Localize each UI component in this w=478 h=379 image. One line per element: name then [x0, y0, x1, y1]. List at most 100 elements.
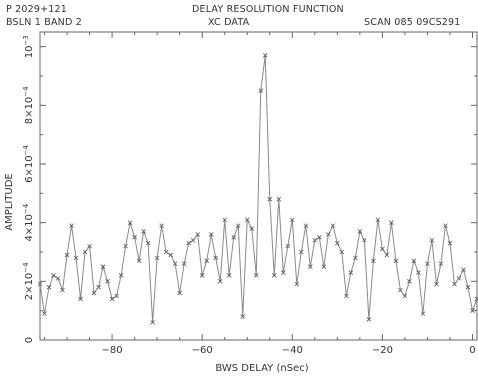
data-point	[335, 240, 340, 246]
data-point	[398, 287, 403, 293]
data-point	[339, 249, 345, 255]
data-point	[389, 220, 394, 225]
data-point	[425, 261, 430, 267]
data-point	[353, 255, 358, 261]
data-point	[217, 279, 223, 284]
data-point	[326, 232, 331, 237]
data-point	[141, 229, 146, 234]
data-point	[190, 237, 196, 243]
data-point	[258, 88, 264, 93]
data-point	[380, 246, 385, 252]
data-point	[244, 217, 250, 223]
data-point	[249, 226, 255, 231]
y-tick-label: 6×10−4	[22, 145, 35, 183]
data-point	[118, 273, 124, 278]
plot-frame	[39, 31, 478, 341]
amplitude-series	[37, 53, 478, 325]
source-name: P 2029+121	[6, 4, 67, 15]
data-point	[186, 240, 191, 246]
data-point	[362, 237, 367, 243]
data-point	[344, 293, 349, 299]
data-point	[204, 258, 209, 264]
data-point	[280, 270, 286, 275]
y-tick-label: 10−3	[22, 35, 35, 58]
data-point	[276, 196, 282, 202]
data-point	[470, 308, 475, 313]
data-point	[267, 196, 273, 202]
data-point	[262, 53, 268, 58]
baseline-band: BSLN 1 BAND 2	[6, 17, 82, 28]
data-point	[181, 261, 187, 267]
data-point	[46, 284, 52, 290]
data-point	[91, 290, 97, 296]
data-point	[235, 223, 241, 228]
data-point	[73, 255, 79, 261]
data-point	[308, 264, 313, 269]
data-point	[443, 223, 448, 228]
x-tick-label: −20	[372, 345, 393, 356]
amplitude-line	[39, 55, 478, 323]
data-point	[303, 223, 309, 228]
data-point	[461, 267, 466, 272]
x-tick-label: −60	[192, 345, 213, 356]
data-point	[37, 281, 43, 287]
data-point	[321, 264, 327, 269]
data-point	[163, 249, 169, 255]
data-point	[78, 296, 83, 302]
y-tick-label: 8×10−4	[22, 86, 35, 124]
data-point	[222, 217, 227, 223]
data-point	[150, 320, 155, 325]
data-point	[384, 252, 390, 258]
data-point	[271, 273, 277, 278]
x-tick-label: −80	[102, 345, 123, 356]
data-point	[64, 252, 70, 258]
data-point	[172, 261, 178, 267]
data-point	[371, 258, 376, 264]
scan-id: SCAN 085 09CS291	[364, 17, 461, 28]
data-point	[375, 217, 381, 223]
data-point	[317, 235, 322, 240]
axis-ticks	[40, 32, 477, 341]
data-point	[96, 284, 101, 290]
data-point	[357, 229, 363, 234]
data-point	[145, 240, 151, 246]
x-axis-label: BWS DELAY (nSec)	[215, 363, 308, 374]
data-point	[208, 232, 214, 237]
data-point	[447, 240, 453, 246]
y-tick-label: 2×10−4	[22, 262, 35, 300]
data-point	[393, 258, 399, 264]
data-point	[195, 232, 200, 237]
data-point	[348, 270, 354, 275]
data-point	[420, 311, 426, 316]
data-point	[42, 311, 47, 316]
data-point	[199, 273, 205, 278]
data-point	[294, 281, 300, 287]
data-point	[154, 255, 160, 261]
data-point	[109, 296, 115, 302]
data-point	[474, 296, 478, 302]
data-point	[114, 293, 119, 299]
y-axis-label: AMPLITUDE	[4, 173, 15, 230]
data-point	[127, 220, 133, 225]
data-point	[330, 223, 336, 228]
data-point	[456, 276, 462, 281]
y-tick-label: 0	[24, 337, 35, 343]
data-point	[253, 273, 259, 278]
tick-labels: −80 −60 −40 −20 0 0 2×10−4 4×10−4 6×10−4 8×10−4 10…	[22, 35, 476, 356]
data-point	[123, 243, 128, 249]
data-point	[407, 279, 412, 284]
data-point	[87, 243, 92, 249]
data-point	[51, 273, 56, 278]
chart-title: DELAY RESOLUTION FUNCTION	[192, 4, 344, 15]
data-point	[366, 317, 372, 322]
data-point	[82, 249, 88, 255]
data-point	[416, 270, 421, 275]
data-point	[438, 261, 444, 267]
data-point	[159, 223, 164, 228]
data-point	[465, 284, 471, 290]
data-point	[100, 264, 106, 269]
data-point	[69, 223, 74, 228]
data-point	[105, 279, 110, 284]
data-point	[231, 235, 237, 240]
